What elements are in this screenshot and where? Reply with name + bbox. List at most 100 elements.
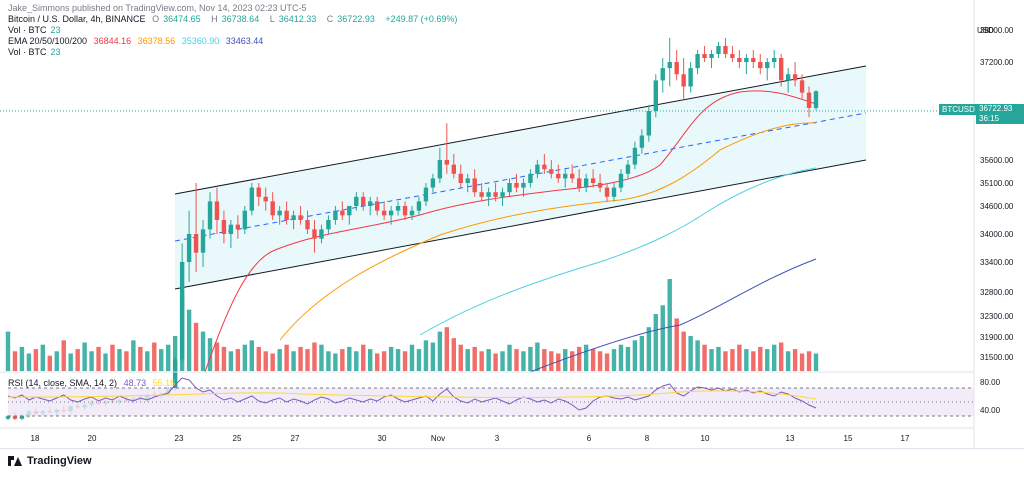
volume-bar xyxy=(277,349,282,371)
volume-bar xyxy=(472,346,477,371)
volume-bar xyxy=(270,353,275,371)
candle-body xyxy=(200,229,206,253)
vol-value: 23 xyxy=(50,25,61,35)
vol-legend-2[interactable]: Vol · BTC 23 xyxy=(8,47,65,58)
volume-bar xyxy=(479,351,484,371)
candle-body xyxy=(618,173,624,188)
rsi-legend[interactable]: RSI (14, close, SMA, 14, 2) 48.73 55.15 xyxy=(8,378,179,389)
volume-bar xyxy=(361,344,366,371)
volume-bar xyxy=(221,346,227,371)
volume-bar xyxy=(778,342,784,371)
volume-bar xyxy=(583,344,589,371)
price-tick-label: 33400.00 xyxy=(980,258,1014,267)
candle-body xyxy=(737,58,742,62)
volume-bar xyxy=(40,344,46,371)
candle-body xyxy=(291,215,296,220)
candle-body xyxy=(674,62,679,75)
rsi-sma-line xyxy=(7,390,817,400)
volume-bar xyxy=(500,351,505,371)
volume-bar xyxy=(521,351,526,371)
volume-bar xyxy=(61,340,66,371)
volume-bar xyxy=(625,346,631,371)
candle-body xyxy=(500,192,505,197)
volume-bar xyxy=(792,349,798,371)
candle-body xyxy=(193,234,199,253)
price-tick-label: 38000.00 xyxy=(980,26,1014,35)
candle-body xyxy=(5,416,11,419)
time-tick-label: 23 xyxy=(175,434,184,443)
volume-bar xyxy=(228,351,234,371)
candle-body xyxy=(660,68,665,81)
volume-bar xyxy=(235,349,241,371)
volume-bar xyxy=(145,351,150,371)
volume-bar xyxy=(772,344,777,371)
high-label: H xyxy=(211,14,218,24)
volume-bar xyxy=(751,351,756,371)
volume-bar xyxy=(514,349,519,371)
candle-body xyxy=(423,187,429,202)
time-tick-label: 17 xyxy=(901,434,910,443)
volume-bar xyxy=(806,351,812,371)
volume-bar xyxy=(159,349,164,371)
candle-body xyxy=(430,178,436,188)
candle-body xyxy=(744,58,749,62)
open-label: O xyxy=(152,14,160,24)
volume-bar xyxy=(5,331,11,371)
volume-bar xyxy=(138,346,143,371)
volume-bar xyxy=(381,351,387,371)
candle-body xyxy=(319,229,324,239)
volume-bar xyxy=(632,340,638,371)
candle-body xyxy=(702,54,707,58)
rsi-label: RSI (14, close, SMA, 14, 2) xyxy=(8,378,118,388)
candle-body xyxy=(632,147,638,165)
volume-bar xyxy=(166,344,171,371)
volume-bar xyxy=(765,349,770,371)
currency-label[interactable]: USD xyxy=(977,26,994,35)
candle-body xyxy=(465,178,470,183)
candle-body xyxy=(709,54,714,58)
candle-body xyxy=(785,74,791,81)
volume-bar xyxy=(89,351,94,371)
volume-bar xyxy=(423,340,429,371)
candle-body xyxy=(374,201,380,211)
price-tick-label: 31500.00 xyxy=(980,353,1014,362)
volume-bar xyxy=(465,349,470,371)
tradingview-logo-text: TradingView xyxy=(27,455,92,467)
volume-bar xyxy=(340,349,345,371)
candle-body xyxy=(583,178,589,188)
price-tick-label: 32800.00 xyxy=(980,288,1014,297)
candle-body xyxy=(437,160,443,179)
vol-legend-1[interactable]: Vol · BTC 23 xyxy=(8,25,65,36)
symbol-title[interactable]: Bitcoin / U.S. Dollar, 4h, BINANCE xyxy=(8,14,146,24)
volume-bar xyxy=(444,327,450,371)
candle-body xyxy=(228,224,234,234)
volume-bar xyxy=(695,340,700,371)
footer: TradingView xyxy=(0,448,1024,473)
candle-body xyxy=(340,210,345,216)
candle-body xyxy=(186,234,192,262)
ema-legend[interactable]: EMA 20/50/100/200 36844.16 36378.56 3536… xyxy=(8,36,267,47)
candle-body xyxy=(221,220,227,234)
candle-body xyxy=(381,210,387,216)
publisher-line: Jake_Simmons published on TradingView.co… xyxy=(8,3,311,14)
candle-body xyxy=(19,414,25,419)
volume-bar xyxy=(458,344,463,371)
tradingview-logo[interactable]: TradingView xyxy=(8,455,92,467)
candle-body xyxy=(179,262,185,360)
volume-bar xyxy=(674,318,679,371)
candle-body xyxy=(479,192,484,197)
volume-bar xyxy=(437,331,443,371)
candle-body xyxy=(646,111,652,136)
candle-body xyxy=(451,164,456,174)
candle-body xyxy=(284,210,289,220)
candle-body xyxy=(270,201,275,216)
candle-body xyxy=(416,201,422,211)
candle-body xyxy=(653,80,658,111)
vol-label-2: Vol · BTC xyxy=(8,47,47,57)
volume-bar xyxy=(709,349,714,371)
time-tick-label: Nov xyxy=(431,434,445,443)
volume-bar xyxy=(402,351,408,371)
price-tick-label: 35100.00 xyxy=(980,179,1014,188)
